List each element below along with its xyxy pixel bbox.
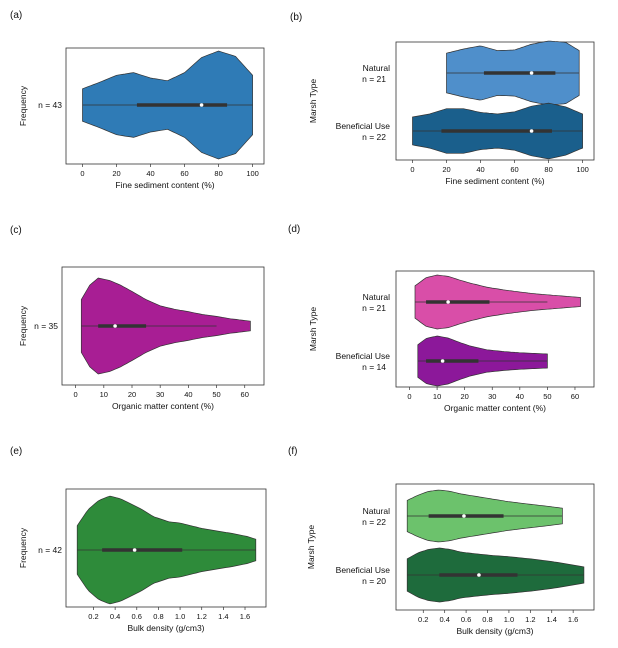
y-axis-label: Frequency bbox=[18, 305, 28, 346]
x-tick-label: 20 bbox=[128, 390, 136, 399]
category-count: n = 21 bbox=[362, 74, 386, 84]
x-tick-label: 1.2 bbox=[525, 615, 535, 624]
x-tick-label: 20 bbox=[442, 165, 450, 174]
panel-label: (d) bbox=[288, 224, 300, 235]
y-axis-label: Marsh Type bbox=[308, 79, 318, 124]
x-tick-label: 0 bbox=[80, 169, 84, 178]
x-tick-label: 0.8 bbox=[482, 615, 492, 624]
x-tick-label: 0.8 bbox=[153, 612, 163, 621]
category-label: Beneficial Use bbox=[336, 351, 391, 361]
panel-label: (a) bbox=[10, 10, 22, 21]
x-tick-label: 50 bbox=[543, 392, 551, 401]
x-tick-label: 0.6 bbox=[461, 615, 471, 624]
x-tick-label: 80 bbox=[214, 169, 222, 178]
x-axis-label: Organic matter content (%) bbox=[444, 403, 546, 413]
x-tick-label: 0.4 bbox=[439, 615, 449, 624]
x-axis-label: Bulk density (g/cm3) bbox=[457, 626, 534, 636]
panel-label: (e) bbox=[10, 446, 22, 457]
x-tick-label: 10 bbox=[433, 392, 441, 401]
x-tick-label: 0 bbox=[410, 165, 414, 174]
panel-d: (d) 0 10 20 30 40 50 60 Organic matter content (… bbox=[288, 224, 595, 413]
x-tick-label: 30 bbox=[488, 392, 496, 401]
x-tick-label: 50 bbox=[212, 390, 220, 399]
panel-label: (f) bbox=[288, 446, 297, 457]
panel-e: (e) 0.2 0.4 0.6 0.8 1.0 1.2 1.4 1.6 Bulk density … bbox=[10, 446, 267, 633]
x-tick-label: 1.6 bbox=[240, 612, 250, 621]
x-tick-label: 60 bbox=[180, 169, 188, 178]
median-point bbox=[132, 548, 137, 552]
x-tick-label: 0 bbox=[407, 392, 411, 401]
x-tick-label: 60 bbox=[571, 392, 579, 401]
x-axis-label: Fine sediment content (%) bbox=[445, 176, 544, 186]
panel-label: (b) bbox=[290, 12, 302, 23]
x-tick-label: 40 bbox=[516, 392, 524, 401]
x-tick-label: 0.2 bbox=[88, 612, 98, 621]
category-count: n = 20 bbox=[362, 576, 386, 586]
plot-frame bbox=[395, 41, 595, 161]
x-tick-label: 20 bbox=[460, 392, 468, 401]
x-tick-label: 60 bbox=[241, 390, 249, 399]
panel-a: (a) 0 20 40 60 80 100 Fine sediment content (%)… bbox=[10, 10, 265, 190]
x-tick-label: 100 bbox=[576, 165, 589, 174]
median-point bbox=[440, 359, 445, 363]
median-point bbox=[199, 103, 204, 107]
x-tick-label: 0.2 bbox=[418, 615, 428, 624]
panel-f: (f) 0.2 0.4 0.6 0.8 1.0 1.2 1.4 1.6 Bulk density … bbox=[288, 446, 595, 636]
x-tick-label: 30 bbox=[156, 390, 164, 399]
y-axis-label: Frequency bbox=[18, 527, 28, 568]
category-label: Natural bbox=[363, 292, 391, 302]
x-tick-label: 10 bbox=[100, 390, 108, 399]
median-point bbox=[446, 300, 450, 304]
y-axis-label: Marsh Type bbox=[306, 525, 316, 570]
plot-frame bbox=[395, 483, 595, 611]
plot-frame bbox=[61, 266, 265, 386]
x-tick-label: 20 bbox=[112, 169, 120, 178]
x-tick-label: 0.4 bbox=[110, 612, 120, 621]
category-count: n = 22 bbox=[362, 517, 386, 527]
x-tick-label: 0.6 bbox=[132, 612, 142, 621]
plot-frame bbox=[65, 488, 267, 608]
x-tick-label: 40 bbox=[146, 169, 154, 178]
y-axis-label: Marsh Type bbox=[308, 307, 318, 352]
panel-b: (b) 0 20 40 60 80 100 Fine sediment content (%)… bbox=[290, 12, 595, 186]
category-count: n = 22 bbox=[362, 132, 386, 142]
x-axis-label: Organic matter content (%) bbox=[112, 401, 214, 411]
x-tick-label: 1.6 bbox=[568, 615, 578, 624]
plot-frame bbox=[395, 270, 595, 388]
x-tick-label: 0 bbox=[74, 390, 78, 399]
median-point bbox=[462, 514, 466, 518]
category-count: n = 21 bbox=[362, 303, 386, 313]
panel-c: (c) 0 10 20 30 40 50 60 Organic matter content (… bbox=[10, 225, 265, 411]
panel-label: (c) bbox=[10, 225, 22, 236]
x-tick-label: 1.2 bbox=[196, 612, 206, 621]
category-label: Beneficial Use bbox=[336, 121, 391, 131]
sample-size-label: n = 42 bbox=[38, 545, 62, 555]
x-tick-label: 1.4 bbox=[547, 615, 557, 624]
sample-size-label: n = 35 bbox=[34, 321, 58, 331]
median-point bbox=[477, 573, 481, 577]
y-axis-label: Frequency bbox=[18, 85, 28, 126]
sample-size-label: n = 43 bbox=[38, 100, 62, 110]
x-tick-label: 40 bbox=[476, 165, 484, 174]
category-count: n = 14 bbox=[362, 362, 386, 372]
median-point bbox=[529, 71, 534, 75]
x-tick-label: 1.0 bbox=[175, 612, 185, 621]
x-tick-label: 100 bbox=[246, 169, 259, 178]
category-label: Natural bbox=[363, 63, 391, 73]
category-label: Natural bbox=[363, 506, 391, 516]
plot-frame bbox=[65, 47, 265, 165]
x-tick-label: 60 bbox=[510, 165, 518, 174]
x-axis-label: Fine sediment content (%) bbox=[115, 180, 214, 190]
median-point bbox=[529, 129, 534, 133]
x-axis-label: Bulk density (g/cm3) bbox=[128, 623, 205, 633]
x-tick-label: 80 bbox=[544, 165, 552, 174]
category-label: Beneficial Use bbox=[336, 565, 391, 575]
x-tick-label: 1.4 bbox=[218, 612, 228, 621]
x-tick-label: 40 bbox=[184, 390, 192, 399]
median-point bbox=[113, 324, 117, 328]
x-tick-label: 1.0 bbox=[504, 615, 514, 624]
